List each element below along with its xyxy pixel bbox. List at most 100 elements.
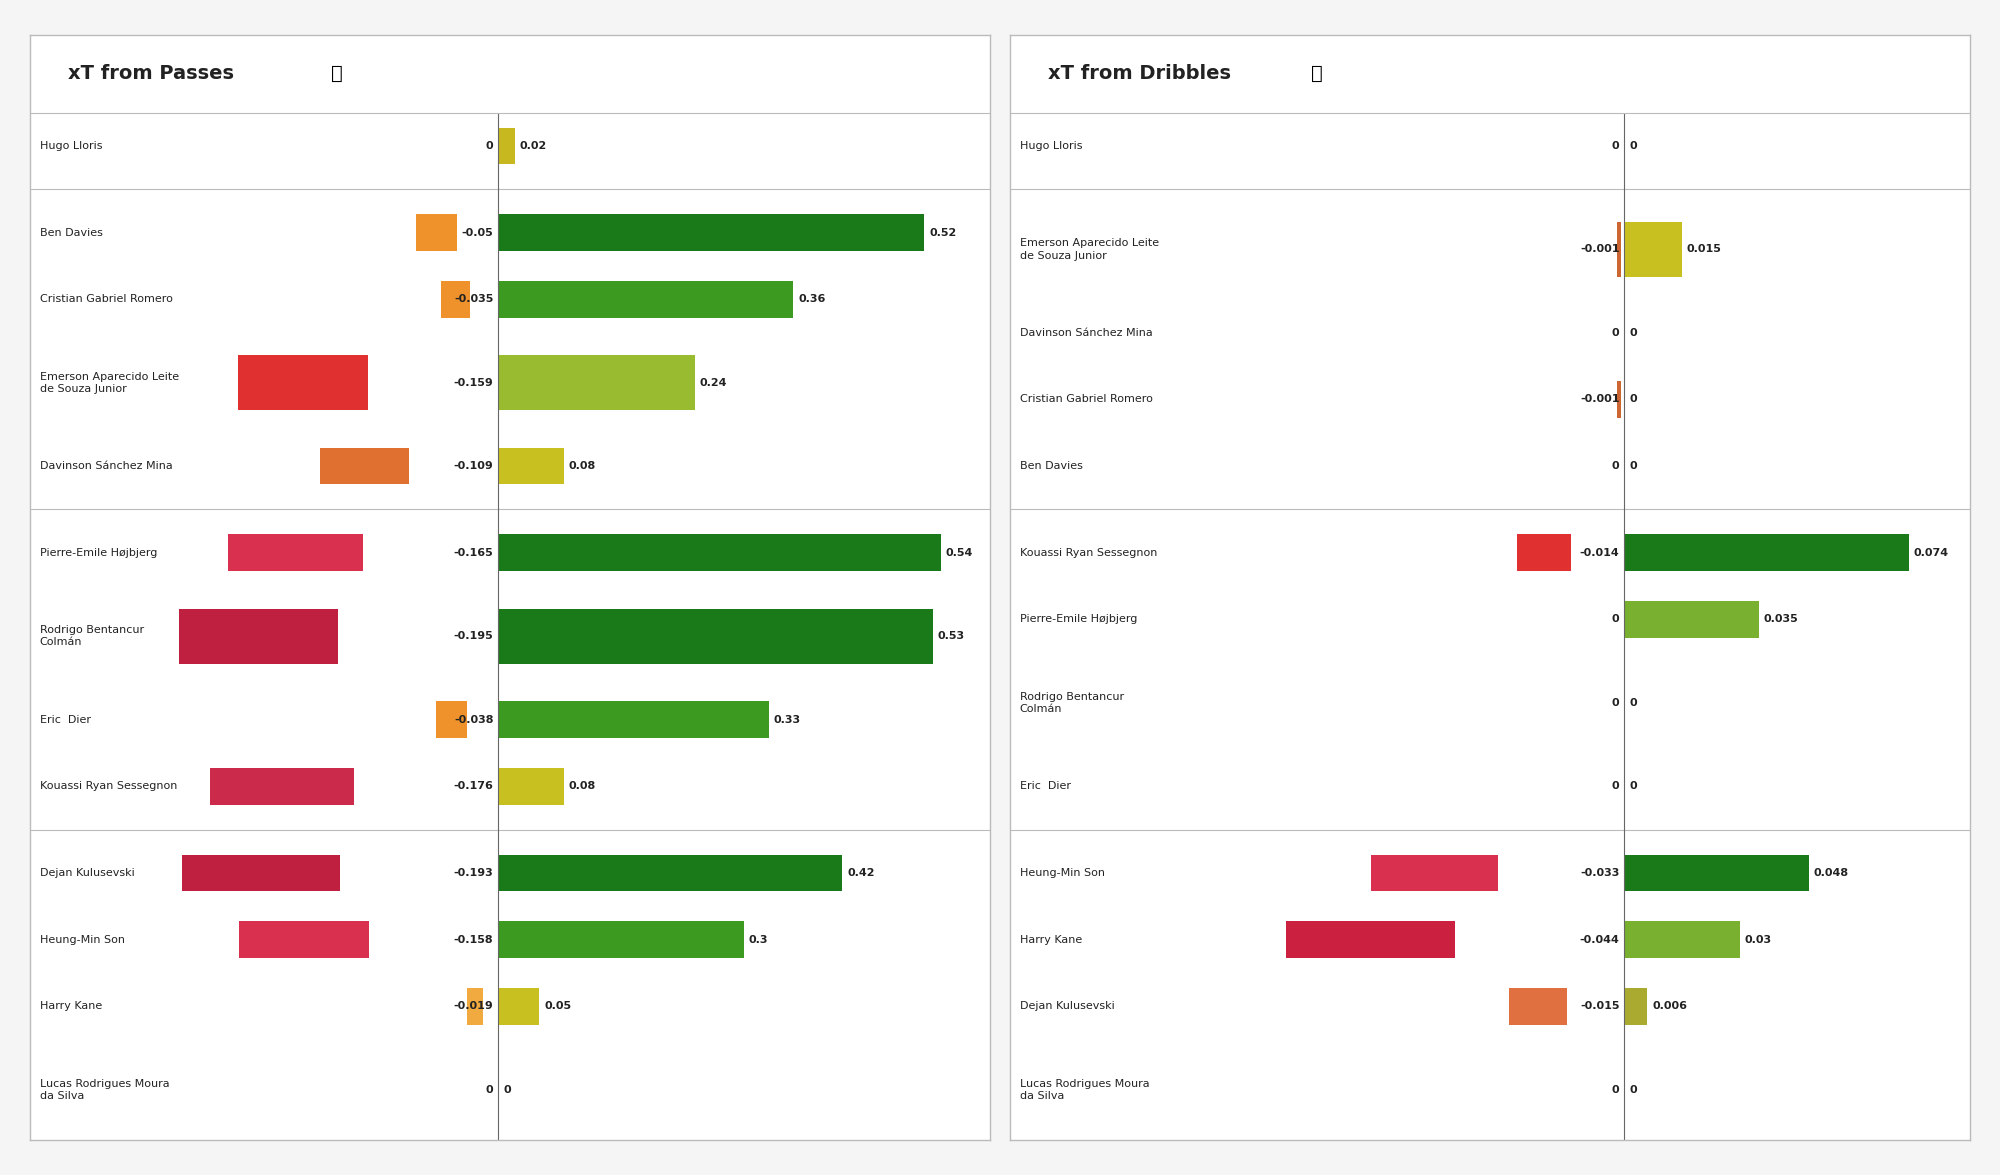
Text: Kouassi Ryan Sessegnon: Kouassi Ryan Sessegnon — [40, 781, 176, 791]
Text: 0: 0 — [1612, 1085, 1620, 1095]
Text: -0.014: -0.014 — [1580, 548, 1620, 558]
Text: 0: 0 — [1630, 698, 1636, 707]
Text: Harry Kane: Harry Kane — [1020, 934, 1082, 945]
Bar — [1370, 854, 1498, 892]
Text: 0: 0 — [1630, 1085, 1636, 1095]
Text: 0: 0 — [1630, 461, 1636, 471]
Text: 0: 0 — [486, 141, 494, 150]
Bar — [498, 609, 932, 664]
Text: 0: 0 — [1612, 461, 1620, 471]
Text: 0: 0 — [504, 1085, 510, 1095]
Bar — [498, 355, 694, 410]
Bar — [1510, 988, 1566, 1025]
Bar — [228, 535, 364, 571]
Text: 0: 0 — [1630, 781, 1636, 791]
Text: -0.044: -0.044 — [1580, 934, 1620, 945]
Text: -0.159: -0.159 — [454, 377, 494, 388]
Text: 0.02: 0.02 — [520, 141, 546, 150]
Bar — [238, 355, 368, 410]
Bar — [498, 448, 564, 484]
Text: 0.08: 0.08 — [568, 781, 596, 791]
Text: 0: 0 — [1612, 328, 1620, 337]
Text: Heung-Min Son: Heung-Min Son — [40, 934, 124, 945]
Text: Cristian Gabriel Romero: Cristian Gabriel Romero — [40, 294, 172, 304]
Text: 0.53: 0.53 — [938, 631, 964, 642]
Text: 0.05: 0.05 — [544, 1001, 572, 1012]
Bar — [468, 988, 482, 1025]
Bar — [240, 921, 368, 958]
Text: Davinson Sánchez Mina: Davinson Sánchez Mina — [40, 461, 172, 471]
Bar — [498, 854, 842, 892]
Text: Pierre-Emile Højbjerg: Pierre-Emile Højbjerg — [1020, 615, 1136, 624]
Text: 0: 0 — [1612, 141, 1620, 150]
Text: -0.019: -0.019 — [454, 1001, 494, 1012]
Text: -0.033: -0.033 — [1580, 868, 1620, 878]
Text: Cristian Gabriel Romero: Cristian Gabriel Romero — [1020, 395, 1152, 404]
Text: 0: 0 — [1612, 615, 1620, 624]
Bar — [1624, 988, 1648, 1025]
Text: 0.074: 0.074 — [1914, 548, 1948, 558]
Text: Kouassi Ryan Sessegnon: Kouassi Ryan Sessegnon — [1020, 548, 1156, 558]
Bar — [1286, 921, 1456, 958]
Bar — [416, 214, 458, 251]
Text: -0.165: -0.165 — [454, 548, 494, 558]
Text: 0: 0 — [1612, 781, 1620, 791]
Text: Heung-Min Son: Heung-Min Son — [1020, 868, 1104, 878]
Bar — [210, 768, 354, 805]
Text: 0.3: 0.3 — [748, 934, 768, 945]
Bar — [1516, 535, 1570, 571]
Text: -0.001: -0.001 — [1580, 395, 1620, 404]
Bar — [1624, 535, 1908, 571]
Text: Emerson Aparecido Leite
de Souza Junior: Emerson Aparecido Leite de Souza Junior — [1020, 239, 1158, 261]
Bar — [320, 448, 408, 484]
Text: 0: 0 — [486, 1085, 494, 1095]
Bar — [1624, 602, 1758, 638]
Text: -0.158: -0.158 — [454, 934, 494, 945]
Text: -0.05: -0.05 — [462, 228, 494, 237]
Text: 0: 0 — [1630, 395, 1636, 404]
Text: -0.001: -0.001 — [1580, 244, 1620, 254]
Bar — [498, 281, 794, 317]
Text: Dejan Kulusevski: Dejan Kulusevski — [1020, 1001, 1114, 1012]
Text: 🐓: 🐓 — [332, 65, 344, 83]
Text: 0: 0 — [1630, 141, 1636, 150]
Bar — [1616, 381, 1620, 418]
Bar — [498, 701, 768, 738]
Text: 0.006: 0.006 — [1652, 1001, 1688, 1012]
Text: 0: 0 — [1612, 698, 1620, 707]
Text: xT from Passes: xT from Passes — [68, 65, 234, 83]
Text: 0.54: 0.54 — [946, 548, 974, 558]
Bar — [1616, 222, 1620, 277]
Text: 0.035: 0.035 — [1764, 615, 1798, 624]
Bar — [498, 768, 564, 805]
Text: -0.035: -0.035 — [454, 294, 494, 304]
Bar — [440, 281, 470, 317]
Text: Lucas Rodrigues Moura
da Silva: Lucas Rodrigues Moura da Silva — [40, 1079, 170, 1101]
Text: 0.33: 0.33 — [774, 714, 800, 725]
Bar — [498, 921, 744, 958]
Text: 0.24: 0.24 — [700, 377, 728, 388]
Bar — [178, 609, 338, 664]
Text: Eric  Dier: Eric Dier — [40, 714, 90, 725]
Bar — [1624, 222, 1682, 277]
Text: -0.193: -0.193 — [454, 868, 494, 878]
Text: Lucas Rodrigues Moura
da Silva: Lucas Rodrigues Moura da Silva — [1020, 1079, 1150, 1101]
Text: Ben Davies: Ben Davies — [40, 228, 102, 237]
Text: Hugo Lloris: Hugo Lloris — [1020, 141, 1082, 150]
Text: 0.52: 0.52 — [930, 228, 956, 237]
Text: Davinson Sánchez Mina: Davinson Sánchez Mina — [1020, 328, 1152, 337]
Text: Eric  Dier: Eric Dier — [1020, 781, 1070, 791]
Text: Rodrigo Bentancur
Colmán: Rodrigo Bentancur Colmán — [40, 625, 144, 647]
Text: Pierre-Emile Højbjerg: Pierre-Emile Højbjerg — [40, 548, 156, 558]
Bar — [498, 214, 924, 251]
Text: 0.048: 0.048 — [1814, 868, 1848, 878]
Text: Ben Davies: Ben Davies — [1020, 461, 1082, 471]
Text: 🐓: 🐓 — [1312, 65, 1324, 83]
Bar — [1624, 921, 1740, 958]
Text: -0.176: -0.176 — [454, 781, 494, 791]
Bar — [498, 128, 514, 164]
Text: 0.08: 0.08 — [568, 461, 596, 471]
Text: -0.109: -0.109 — [454, 461, 494, 471]
Bar — [182, 854, 340, 892]
Bar — [498, 988, 540, 1025]
